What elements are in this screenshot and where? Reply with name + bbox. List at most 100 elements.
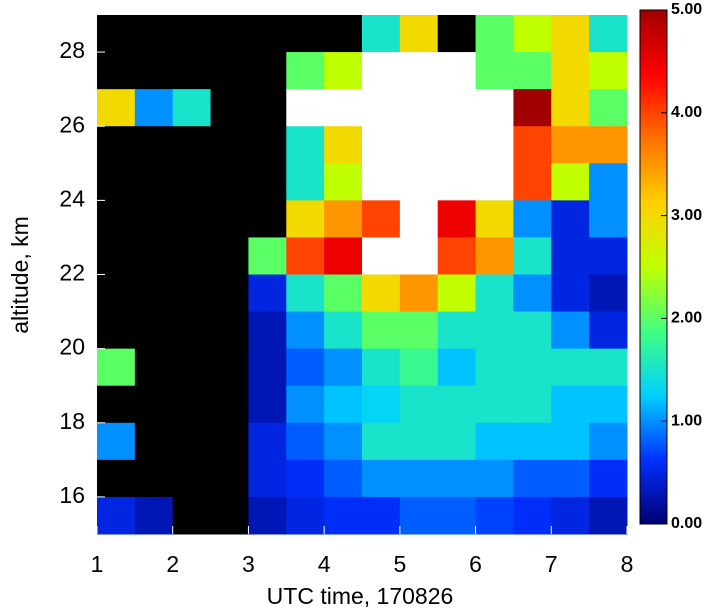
heat-cell (513, 237, 552, 275)
heat-cell (172, 348, 212, 387)
heat-cell (324, 311, 363, 350)
heat-cell (362, 200, 401, 238)
heat-cell (362, 15, 401, 53)
heat-cell (475, 52, 514, 90)
heat-cell (324, 163, 363, 201)
heat-cell (172, 15, 212, 53)
x-tick-label: 3 (242, 551, 255, 577)
heat-cell (134, 311, 174, 350)
heat-cell (97, 311, 136, 350)
heat-cell (286, 15, 325, 53)
heat-cell (589, 274, 628, 313)
heat-cell (551, 237, 590, 275)
heat-cell (513, 89, 552, 127)
heat-cell (248, 89, 287, 127)
heat-cell (399, 385, 439, 424)
heat-cell (437, 311, 477, 350)
heat-cell (286, 163, 325, 201)
heat-cell (362, 126, 401, 164)
heat-cell (437, 385, 477, 424)
heat-cell (248, 237, 287, 275)
heat-cell (97, 89, 136, 127)
x-tick-label: 8 (621, 551, 634, 577)
heat-cell (475, 348, 514, 387)
heat-cell (551, 459, 590, 498)
heat-cell (399, 89, 439, 127)
colorbar-tick-label: 5.00 (671, 1, 702, 18)
heat-cell (172, 126, 212, 164)
heat-cell (248, 422, 287, 461)
heat-cell (437, 200, 477, 238)
heat-cell (551, 163, 590, 201)
heat-cell (172, 422, 212, 461)
heat-cell (286, 348, 325, 387)
heat-cell (324, 89, 363, 127)
heat-cell (437, 459, 477, 498)
heat-cell (248, 348, 287, 387)
heat-cell (589, 200, 628, 238)
heat-cell (134, 52, 174, 90)
heat-cell (475, 422, 514, 461)
heat-cell (210, 422, 249, 461)
heat-cell (551, 422, 590, 461)
heat-cell (475, 200, 514, 238)
y-tick-label: 18 (59, 408, 85, 434)
heat-cell (551, 496, 590, 535)
heat-cell (248, 311, 287, 350)
heat-cell (134, 274, 174, 313)
heat-cell (324, 422, 363, 461)
heat-cell (399, 15, 439, 53)
heat-cell (97, 163, 136, 201)
heat-cell (97, 348, 136, 387)
heat-cell (513, 15, 552, 53)
heat-cell (172, 52, 212, 90)
heat-cell (248, 200, 287, 238)
heat-cell (286, 89, 325, 127)
heat-cell (475, 385, 514, 424)
x-tick-label: 4 (318, 551, 331, 577)
heat-cell (551, 200, 590, 238)
heat-cell (551, 15, 590, 53)
heat-cell (134, 89, 174, 127)
heat-cell (551, 311, 590, 350)
heat-cell (437, 274, 477, 313)
heat-cell (286, 200, 325, 238)
heat-cell (475, 163, 514, 201)
heat-cell (134, 15, 174, 53)
y-tick-label: 20 (59, 334, 85, 360)
heat-cell (210, 385, 249, 424)
heat-cell (437, 52, 477, 90)
heat-cell (399, 496, 439, 535)
heat-cell (513, 274, 552, 313)
heat-cell (513, 348, 552, 387)
heat-cell (134, 237, 174, 275)
heat-cell (97, 385, 136, 424)
y-tick-label: 24 (59, 185, 85, 211)
heat-cell (437, 422, 477, 461)
heat-cell (248, 496, 287, 535)
heat-cell (97, 459, 136, 498)
heat-cell (210, 163, 249, 201)
heat-cell (513, 126, 552, 164)
heat-cell (134, 163, 174, 201)
heat-cell (210, 237, 249, 275)
heat-cell (286, 311, 325, 350)
heat-cell (97, 200, 136, 238)
y-tick-label: 26 (59, 111, 85, 137)
heat-cell (589, 126, 628, 164)
heat-cell (513, 163, 552, 201)
heat-cell (248, 459, 287, 498)
heat-cell (513, 422, 552, 461)
heat-cell (437, 348, 477, 387)
heat-cell (399, 274, 439, 313)
heat-cell (210, 348, 249, 387)
heat-cell (210, 89, 249, 127)
colorbar-tick-label: 2.00 (671, 310, 702, 327)
heat-cell (362, 385, 401, 424)
heat-cell (475, 311, 514, 350)
heat-cell (172, 89, 212, 127)
heat-cell (362, 52, 401, 90)
heat-cell (134, 422, 174, 461)
heat-cell (437, 496, 477, 535)
